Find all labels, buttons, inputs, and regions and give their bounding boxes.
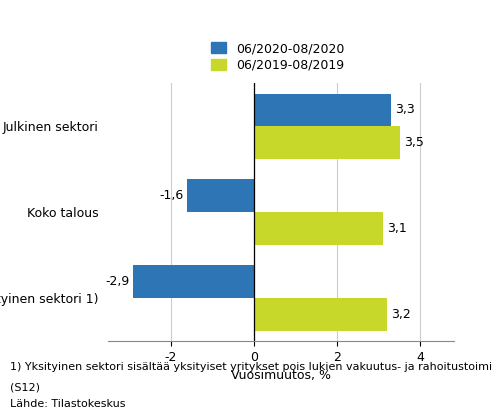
Text: 3,2: 3,2 — [391, 308, 411, 321]
Text: Lähde: Tilastokeskus: Lähde: Tilastokeskus — [10, 399, 125, 409]
Text: 1) Yksityinen sektori sisältää yksityiset yritykset pois lukien vakuutus- ja rah: 1) Yksityinen sektori sisältää yksityise… — [10, 362, 493, 372]
Bar — [254, 212, 383, 245]
Bar — [254, 94, 391, 126]
Text: 3,5: 3,5 — [404, 136, 423, 149]
Bar — [187, 179, 254, 212]
Text: -2,9: -2,9 — [105, 275, 129, 288]
X-axis label: Vuosimuutos, %: Vuosimuutos, % — [231, 369, 331, 382]
Text: 3,1: 3,1 — [387, 222, 407, 235]
Bar — [254, 298, 387, 331]
Text: (S12): (S12) — [10, 383, 40, 393]
Text: 3,3: 3,3 — [395, 103, 415, 116]
Legend: 06/2020-08/2020, 06/2019-08/2019: 06/2020-08/2020, 06/2019-08/2019 — [211, 42, 345, 72]
Text: -1,6: -1,6 — [159, 189, 183, 202]
Bar — [254, 126, 399, 159]
Bar — [134, 265, 254, 298]
